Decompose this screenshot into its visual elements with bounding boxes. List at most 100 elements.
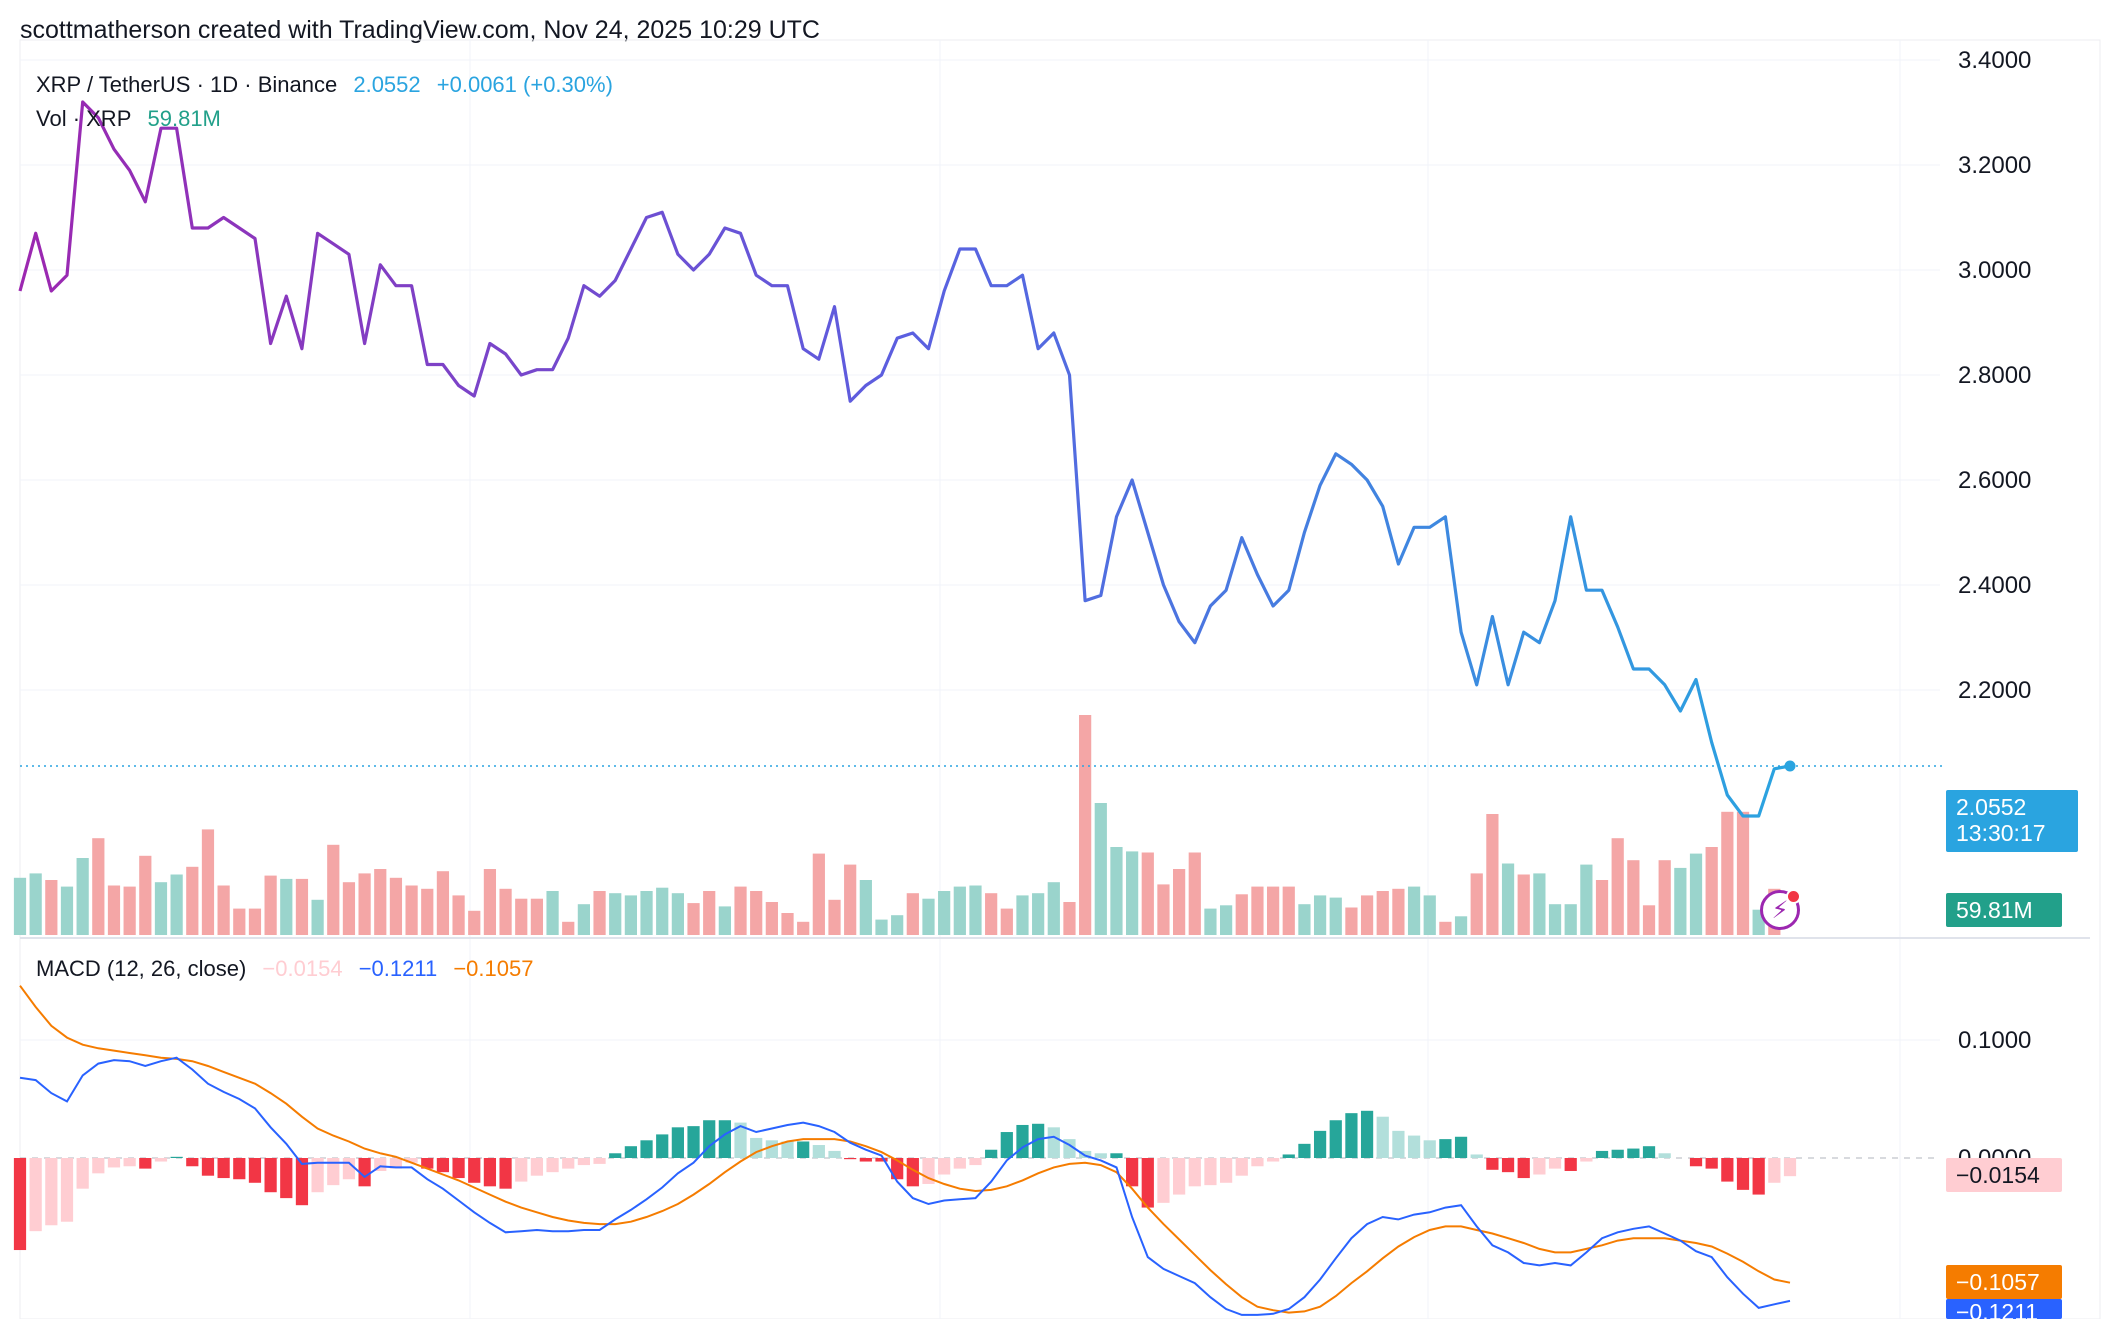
price-tick-label: 2.2000 [1958, 677, 2031, 704]
macd-histogram-bar [405, 1158, 418, 1163]
volume-bar [483, 869, 497, 935]
volume-bar [624, 895, 637, 935]
last-price-point [1784, 760, 1796, 772]
macd-histogram-bar [107, 1158, 121, 1168]
volume-bar [1407, 886, 1421, 935]
volume-bar [671, 893, 684, 935]
volume-tag: 59.81M [1946, 893, 2062, 927]
volume-bar [577, 904, 591, 935]
volume-bar [1721, 811, 1734, 935]
symbol-legend[interactable]: XRP / TetherUS · 1D · Binance 2.0552 +0.… [36, 72, 623, 98]
chart-attribution: scottmatherson created with TradingView.… [20, 16, 820, 44]
macd-histogram-bar [1517, 1158, 1530, 1179]
macd-histogram-bar [1580, 1158, 1593, 1162]
macd-histogram-bar [687, 1126, 700, 1158]
chart-frame [19, 39, 2101, 1319]
macd-histogram-bar [1752, 1158, 1765, 1195]
volume-bar [515, 898, 528, 935]
macd-histogram-bar [562, 1158, 575, 1169]
volume-bar [1595, 880, 1609, 935]
macd-histogram-bar [45, 1158, 58, 1226]
volume-bar [233, 908, 246, 935]
macd-histogram-bar [280, 1158, 293, 1199]
macd-histogram-bar [186, 1158, 199, 1167]
volume-bar [13, 877, 27, 935]
volume-bar [170, 874, 183, 935]
volume-bar [812, 853, 825, 935]
volume-bar [311, 899, 324, 935]
price-axis[interactable]: 3.4000 3.2000 3.0000 2.8000 2.6000 2.4000 2.20… [1958, 47, 2031, 1172]
macd-histogram-bar [358, 1158, 371, 1187]
macd-histogram-bar [1094, 1153, 1107, 1158]
volume-bar [1627, 860, 1640, 935]
hist-tag: −0.0154 [1946, 1158, 2062, 1192]
macd-histogram-bar [1313, 1130, 1327, 1158]
volume-bar [593, 891, 606, 935]
volume-bar [1063, 902, 1076, 935]
volume-bar [280, 878, 293, 935]
volume-value: 59.81M [147, 106, 221, 131]
price-tick-label: 3.4000 [1958, 47, 2031, 74]
volume-bar [859, 880, 872, 935]
volume-bar [546, 891, 559, 935]
macd-histogram-bar [844, 1158, 857, 1160]
macd-histogram-bar [1470, 1154, 1483, 1158]
macd-histogram-bar [1454, 1136, 1468, 1158]
macd-histogram-bar [828, 1150, 841, 1158]
macd-histogram-bar [1219, 1158, 1233, 1183]
macd-histogram-bar [342, 1158, 356, 1180]
volume-bar [750, 891, 763, 935]
volume-bar [703, 891, 716, 935]
macd-histogram-bar [1642, 1146, 1656, 1158]
macd-histogram-bar [1016, 1124, 1029, 1158]
volume-bar [123, 886, 136, 935]
volume-tag-value: 59.81M [1956, 897, 2033, 923]
last-price-value: 2.0552 [353, 72, 421, 97]
macd-histogram-bar [1736, 1158, 1750, 1190]
volume-bar [953, 886, 966, 935]
volume-bar [1251, 886, 1264, 935]
signal-tag: −0.1057 [1946, 1265, 2062, 1299]
volume-bar [264, 875, 277, 935]
macd-histogram-bar [311, 1158, 324, 1193]
volume-bar [1689, 853, 1703, 935]
volume-bar [844, 864, 857, 935]
volume-bar [1079, 715, 1092, 935]
macd-histogram-bar [1689, 1158, 1703, 1167]
macd-pane [13, 985, 1797, 1316]
volume-bar [295, 878, 309, 935]
volume-bar [1313, 895, 1327, 935]
volume-bar [1110, 847, 1123, 935]
macd-histogram-bar [1282, 1154, 1295, 1158]
macd-histogram-bar [468, 1158, 481, 1183]
volume-bar [1235, 894, 1248, 935]
volume-bar [1204, 908, 1217, 935]
volume-bar [1376, 891, 1389, 935]
macd-histogram-bar [1345, 1113, 1358, 1158]
volume-bar [374, 869, 387, 935]
volume-bar [201, 829, 215, 935]
volume-bar [452, 895, 465, 935]
macd-histogram-bar [1392, 1130, 1405, 1158]
macd-histogram-bar [13, 1158, 27, 1251]
macd-legend[interactable]: MACD (12, 26, close) −0.0154 −0.1211 −0.… [36, 956, 543, 982]
volume-bar [468, 910, 481, 935]
macd-histogram-bar [1721, 1158, 1734, 1182]
macd-histogram-bar [624, 1146, 637, 1158]
macd-histogram-bar [1548, 1158, 1562, 1169]
volume-legend[interactable]: Vol · XRP 59.81M [36, 106, 231, 132]
volume-bar [389, 877, 403, 935]
macd-histogram-bar [1783, 1158, 1797, 1177]
macd-histogram-bar [1439, 1139, 1452, 1158]
macd-histogram-bar [76, 1158, 89, 1189]
volume-bar [327, 844, 340, 935]
volume-bar [1470, 873, 1483, 935]
macd-histogram-bar [546, 1158, 559, 1173]
macd-histogram-bar [953, 1158, 966, 1169]
volume-bar [687, 903, 700, 935]
macd-histogram-bar [248, 1158, 262, 1183]
macd-histogram-bar [734, 1122, 747, 1158]
volume-bar [781, 913, 794, 935]
lightning-alert-icon[interactable]: ⚡ [1760, 889, 1801, 930]
